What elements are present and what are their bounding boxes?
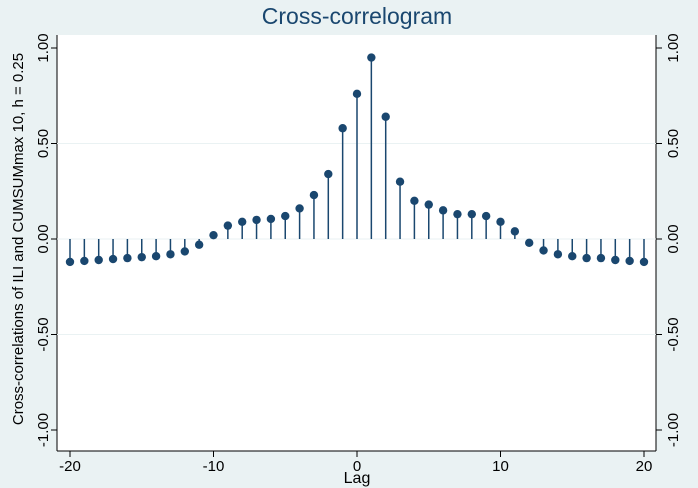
point bbox=[151, 251, 161, 261]
y2-tick-label: 0.00 bbox=[665, 224, 682, 253]
point bbox=[367, 53, 376, 62]
point bbox=[525, 238, 534, 248]
point bbox=[238, 217, 247, 227]
point bbox=[568, 251, 577, 261]
y2-tick-label: -0.50 bbox=[665, 317, 682, 351]
point bbox=[467, 209, 476, 219]
point bbox=[496, 217, 505, 227]
x-tick-label: -20 bbox=[59, 458, 81, 475]
point bbox=[395, 177, 405, 186]
y-tick-label: 0.00 bbox=[35, 224, 52, 253]
point bbox=[281, 211, 290, 221]
point bbox=[324, 169, 333, 179]
point bbox=[481, 211, 491, 221]
point bbox=[453, 209, 462, 219]
chart-title: Cross-correlogram bbox=[262, 3, 452, 29]
point bbox=[338, 124, 347, 133]
y-tick-label: 0.50 bbox=[35, 129, 52, 158]
x-axis-label: Lag bbox=[344, 470, 371, 487]
point bbox=[625, 256, 634, 266]
point bbox=[65, 257, 75, 267]
y2-tick-label: 0.50 bbox=[665, 129, 682, 158]
point bbox=[166, 250, 175, 259]
y2-tick-label: 1.00 bbox=[665, 33, 682, 62]
y2-tick-label: -1.00 bbox=[665, 413, 682, 447]
y-tick-label: -0.50 bbox=[35, 317, 52, 351]
point bbox=[424, 200, 433, 209]
point bbox=[309, 190, 319, 200]
point bbox=[410, 196, 419, 205]
point bbox=[266, 214, 276, 224]
x-tick-label: 0 bbox=[353, 458, 361, 475]
y-tick-label: -1.00 bbox=[35, 413, 52, 447]
point bbox=[438, 206, 448, 215]
point bbox=[194, 240, 204, 249]
point bbox=[209, 230, 218, 240]
x-tick-label: -10 bbox=[203, 458, 225, 475]
x-tick-label: 20 bbox=[636, 458, 653, 475]
x-tick-label: 10 bbox=[492, 458, 509, 475]
point bbox=[510, 227, 520, 236]
point bbox=[582, 253, 591, 263]
point bbox=[553, 250, 563, 259]
point bbox=[137, 252, 146, 262]
point bbox=[611, 255, 620, 265]
point bbox=[639, 257, 649, 267]
y-tick-label: 1.00 bbox=[35, 33, 52, 62]
point bbox=[180, 247, 189, 256]
point bbox=[352, 89, 362, 99]
point bbox=[108, 254, 118, 264]
point bbox=[123, 253, 132, 263]
point bbox=[80, 256, 89, 266]
point bbox=[596, 253, 606, 263]
point bbox=[381, 112, 390, 121]
point bbox=[539, 246, 548, 255]
point bbox=[223, 221, 233, 230]
point bbox=[252, 215, 261, 225]
y-axis-label: Cross-correlations of ILI and CUMSUMmax … bbox=[10, 53, 27, 425]
point bbox=[295, 204, 304, 213]
point bbox=[94, 255, 103, 265]
